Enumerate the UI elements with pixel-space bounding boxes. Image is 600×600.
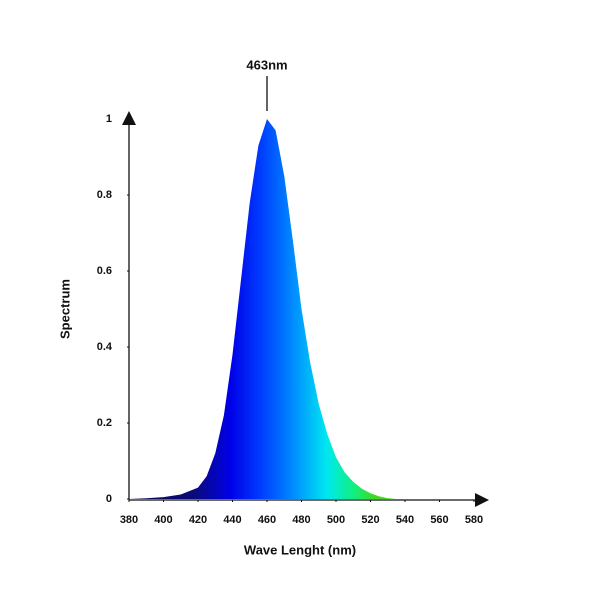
x-tick-label: 540 (396, 514, 414, 526)
x-tick-label: 460 (258, 514, 276, 526)
y-tick-label: 0.2 (97, 417, 112, 429)
y-arrow (122, 111, 136, 125)
x-tick-label: 560 (430, 514, 448, 526)
y-tick-label: 0.4 (97, 341, 113, 353)
x-tick-label: 380 (120, 514, 138, 526)
y-tick-label: 0.8 (97, 189, 112, 201)
y-axis-label: Spectrum (57, 279, 72, 339)
x-tick-label: 480 (292, 514, 310, 526)
x-tick-label: 580 (465, 514, 483, 526)
x-tick-label: 520 (361, 514, 379, 526)
y-tick-label: 1 (106, 113, 112, 125)
x-axis-label: Wave Lenght (nm) (244, 542, 356, 557)
x-tick-label: 420 (189, 514, 207, 526)
x-tick-label: 500 (327, 514, 345, 526)
x-tick-label: 440 (223, 514, 241, 526)
x-tick-label: 400 (154, 514, 172, 526)
x-arrow (475, 493, 489, 507)
y-tick-label: 0.6 (97, 265, 112, 277)
spectrum-area (129, 119, 397, 499)
peak-annotation: 463nm (246, 57, 287, 72)
y-tick-label: 0 (106, 493, 112, 505)
